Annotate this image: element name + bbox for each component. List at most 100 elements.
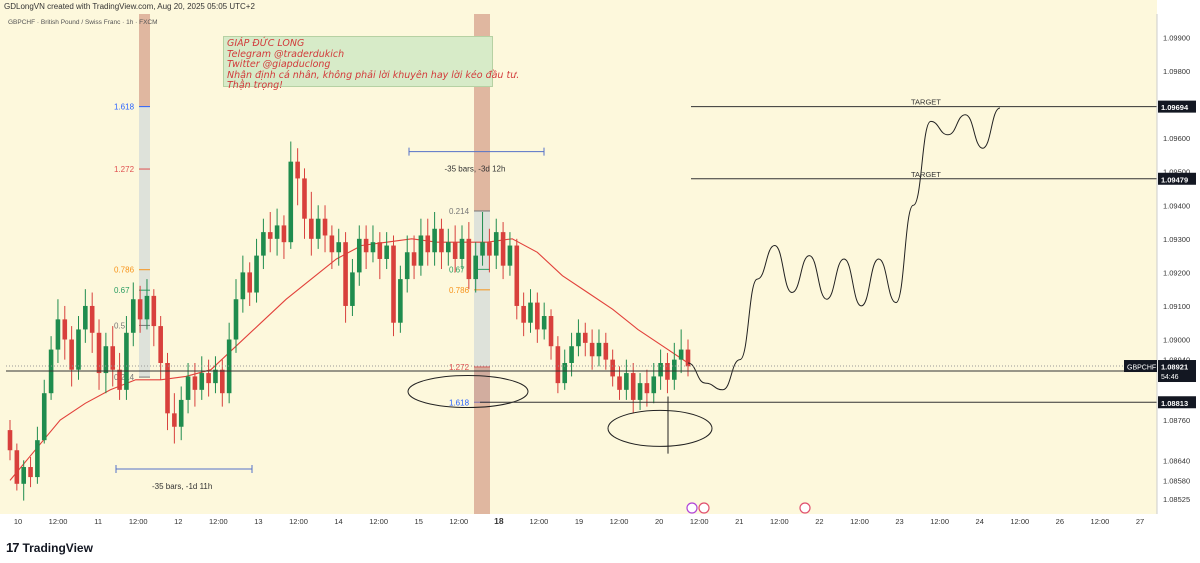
x-tick-label: 11	[94, 517, 102, 526]
symbol-header: GBPCHF · British Pound / Swiss Franc · 1…	[8, 19, 158, 26]
x-tick-label: 12:00	[610, 517, 629, 526]
candle-body	[610, 359, 615, 377]
x-tick-label: 12:00	[690, 517, 709, 526]
tradingview-logo[interactable]: 17 TradingView	[6, 540, 93, 555]
price-label-box	[1158, 172, 1196, 185]
y-tick-label: 1.09400	[1163, 201, 1190, 210]
candle-body	[76, 329, 81, 370]
candle-body	[582, 332, 588, 343]
x-tick-label: 12:00	[289, 517, 308, 526]
candle-body	[165, 362, 170, 414]
fib-mid-zone-mid	[474, 210, 490, 403]
y-tick-label: 1.09300	[1163, 235, 1190, 244]
candle-body	[473, 255, 478, 280]
candle-body	[69, 339, 74, 370]
candle-body	[240, 272, 246, 300]
candle-body	[41, 393, 47, 441]
candle-body	[103, 346, 109, 374]
x-tick-label: 12:00	[129, 517, 148, 526]
note-line: Telegram @traderdukich	[227, 48, 345, 60]
price-label-text: 1.09694	[1161, 103, 1189, 112]
candle-body	[411, 252, 417, 266]
note-line: Twitter @giapduclong	[227, 59, 331, 70]
lightning-icon	[686, 502, 698, 514]
candle-body	[528, 302, 533, 323]
candle-body	[55, 319, 61, 350]
circle-drawing	[607, 409, 713, 447]
countdown-text: 54:46	[1161, 374, 1179, 381]
fib-left-level-label: 1.618	[114, 103, 135, 112]
candle-body	[226, 339, 232, 394]
y-tick-label: 1.09800	[1163, 67, 1190, 76]
candle-body	[432, 228, 437, 253]
x-tick-label: 10	[14, 517, 22, 526]
candle-body	[651, 376, 657, 394]
x-tick-label: 21	[735, 517, 743, 526]
candle-body	[446, 242, 451, 253]
candle-body	[124, 332, 129, 390]
candle-body	[356, 238, 362, 273]
y-tick-label: 1.09100	[1163, 302, 1190, 311]
y-tick-label: 1.08760	[1163, 416, 1190, 425]
candle-body	[247, 272, 252, 293]
y-tick-label: 1.09500	[1163, 168, 1190, 177]
x-tick-label: 12:00	[930, 517, 949, 526]
fib-mid-level-label: 0.67	[449, 265, 465, 274]
candle-body	[535, 302, 540, 330]
price-label-text: 1.09479	[1161, 175, 1188, 184]
y-tick-label: 1.09900	[1163, 33, 1190, 42]
candle-body	[459, 238, 465, 259]
x-tick-label: 12:00	[49, 517, 68, 526]
x-tick-label: 19	[575, 517, 583, 526]
x-tick-label: 12:00	[1010, 517, 1029, 526]
candle-body	[596, 342, 602, 357]
candle-body	[418, 235, 424, 266]
candle-body	[288, 161, 294, 243]
candle-body	[315, 218, 321, 239]
candle-body	[254, 255, 259, 293]
candle-body	[370, 242, 376, 253]
candle-body	[637, 383, 643, 400]
candle-body	[548, 316, 554, 347]
candle-body	[117, 369, 122, 390]
candle-body	[630, 373, 636, 400]
candle-body	[521, 305, 526, 323]
fib-left-zone-top	[139, 14, 150, 107]
circle-drawing	[407, 375, 529, 409]
candle-body	[309, 218, 314, 239]
candle-body	[398, 279, 403, 323]
candle-body	[137, 299, 143, 320]
fib-left-level-label: 0.67	[114, 286, 130, 295]
chart-background	[0, 0, 1157, 514]
candle-body	[658, 362, 663, 377]
candle-body	[295, 161, 300, 179]
x-tick-label: 12:00	[530, 517, 549, 526]
candle-body	[685, 349, 691, 367]
target-label: TARGET	[911, 170, 941, 179]
x-tick-label: 22	[815, 517, 823, 526]
candle-body	[21, 467, 26, 484]
fib-left-zone-mid	[139, 106, 150, 378]
candle-body	[404, 252, 410, 280]
candle-body	[329, 235, 335, 253]
x-tick-label: 26	[1056, 517, 1064, 526]
fib-left-level-label: 0.786	[114, 266, 135, 275]
candle-body	[439, 228, 444, 253]
candle-body	[158, 326, 163, 363]
fib-mid-level-label: 1.272	[449, 363, 470, 372]
candle-body	[589, 342, 595, 357]
candle-body	[363, 238, 369, 253]
candle-body	[507, 245, 513, 266]
x-tick-label: 12:00	[850, 517, 869, 526]
y-tick-label: 1.09200	[1163, 268, 1190, 277]
candle-body	[493, 232, 499, 256]
candle-body	[576, 332, 581, 347]
candle-body	[391, 245, 396, 323]
candle-body	[678, 349, 684, 360]
note-line: Thận trọng!	[227, 80, 283, 91]
candle-body	[206, 373, 211, 384]
price-label-text: 1.08813	[1161, 399, 1188, 408]
candle-body	[261, 232, 266, 256]
